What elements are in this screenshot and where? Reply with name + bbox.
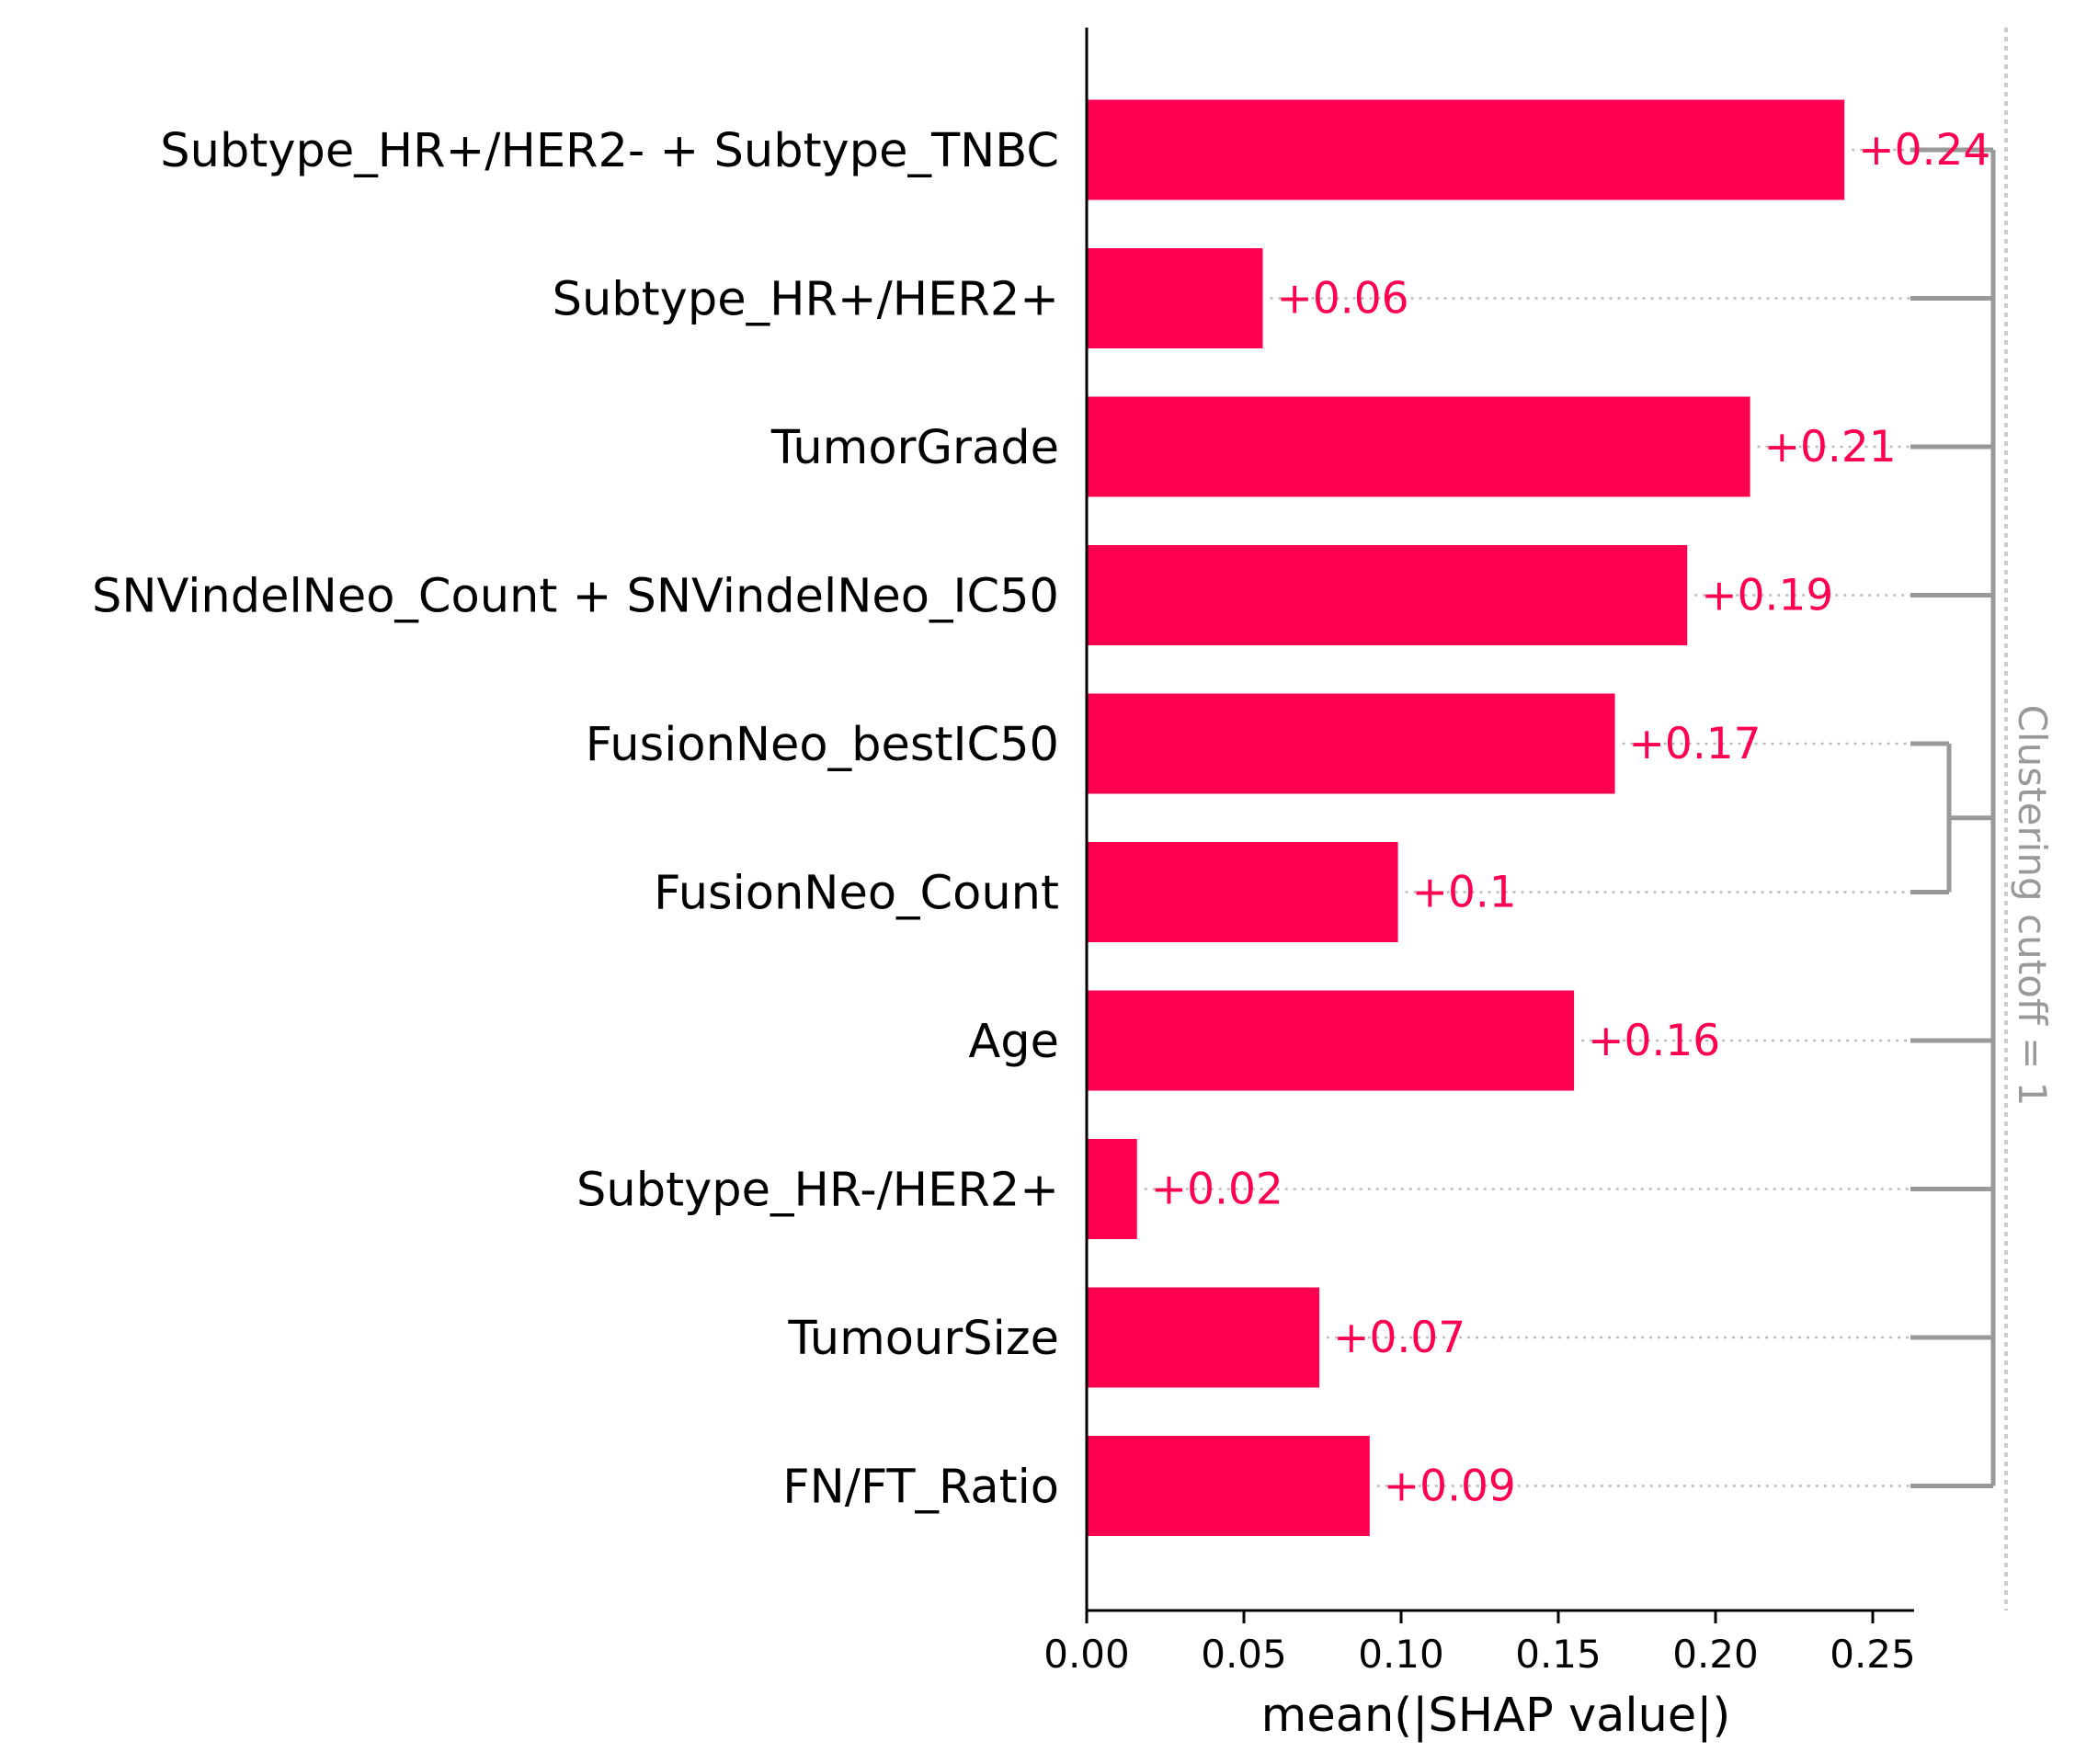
feature-label: FN/FT_Ratio [782, 1461, 1059, 1515]
value-label: +0.07 [1333, 1313, 1465, 1363]
feature-label: TumourSize [787, 1312, 1059, 1366]
feature-label: Subtype_HR+/HER2- + Subtype_TNBC [160, 124, 1059, 178]
x-tick-label: 0.15 [1515, 1632, 1602, 1677]
feature-label: Subtype_HR+/HER2+ [553, 273, 1059, 327]
bar [1087, 693, 1615, 794]
clustering-cutoff-label: Clustering cutoff = 1 [2010, 705, 2055, 1107]
value-label: +0.21 [1764, 422, 1897, 472]
bar [1087, 99, 1845, 200]
value-label: +0.1 [1412, 868, 1517, 918]
bar [1087, 1139, 1137, 1239]
x-axis-title: mean(|SHAP value|) [1261, 1689, 1731, 1743]
labels: Subtype_HR+/HER2- + Subtype_TNBC +0.24 Sub… [92, 124, 1990, 1515]
bar [1087, 990, 1575, 1091]
feature-label: SNVindelNeo_Count + SNVindelNeo_IC50 [92, 570, 1059, 624]
value-label: +0.24 [1858, 125, 1990, 176]
bar [1087, 248, 1263, 348]
value-label: +0.16 [1588, 1016, 1720, 1066]
feature-label: FusionNeo_bestIC50 [586, 718, 1059, 772]
bars [1087, 99, 1845, 1536]
x-tick-label: 0.05 [1201, 1632, 1287, 1677]
value-label: +0.02 [1151, 1165, 1283, 1215]
value-label: +0.09 [1384, 1462, 1516, 1512]
bar [1087, 1287, 1320, 1388]
feature-label: TumorGrade [770, 421, 1059, 475]
x-tick-label: 0.20 [1672, 1632, 1759, 1677]
dotted-guides [1144, 148, 1910, 1487]
clustering-dendrogram [1910, 28, 2008, 1610]
bar [1087, 842, 1398, 942]
value-label: +0.19 [1701, 571, 1833, 621]
bar [1087, 396, 1750, 497]
feature-label: Age [968, 1015, 1059, 1069]
feature-label: Subtype_HR-/HER2+ [576, 1164, 1059, 1218]
bar [1087, 545, 1688, 645]
x-tick-label: 0.00 [1043, 1632, 1130, 1677]
x-tick-label: 0.25 [1830, 1632, 1916, 1677]
value-label: +0.06 [1277, 274, 1409, 324]
x-axis: 0.00 0.05 0.10 0.15 0.20 0.25 [1043, 28, 1916, 1677]
x-tick-label: 0.10 [1358, 1632, 1444, 1677]
value-label: +0.17 [1629, 719, 1761, 769]
feature-label: FusionNeo_Count [654, 867, 1059, 921]
bar [1087, 1436, 1370, 1536]
